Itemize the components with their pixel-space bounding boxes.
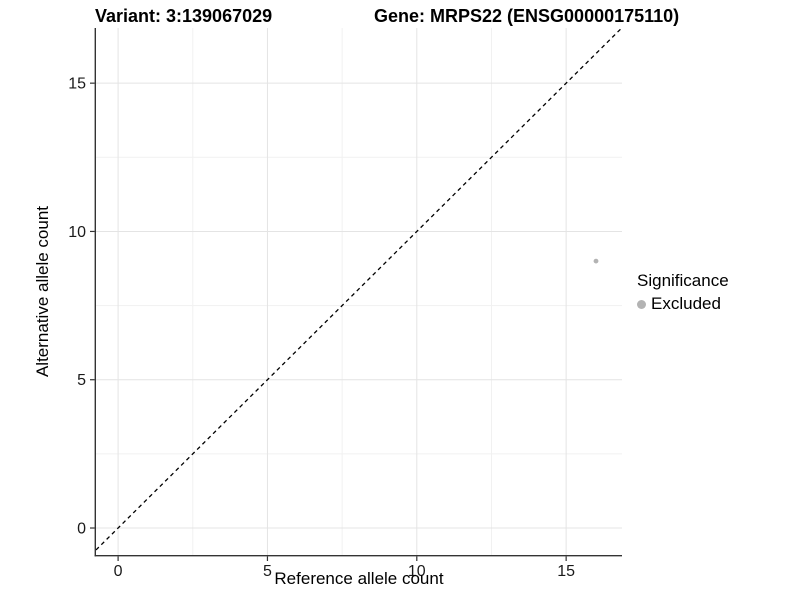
y-axis-title: Alternative allele count	[33, 205, 52, 378]
legend-item-excluded: Excluded	[637, 294, 729, 314]
y-tick-label: 5	[77, 372, 86, 389]
x-tick-label: 10	[408, 563, 426, 580]
data-point	[593, 258, 599, 264]
plot-title-gene: Gene: MRPS22 (ENSG00000175110)	[374, 6, 680, 26]
plot-title-variant: Variant: 3:139067029	[95, 6, 273, 26]
x-tick-label: 15	[557, 563, 575, 580]
identity-dashed-line	[95, 27, 623, 551]
legend: Significance Excluded	[637, 271, 729, 314]
y-tick-label: 0	[77, 521, 86, 538]
x-tick-label: 0	[114, 563, 123, 580]
legend-key-dot-icon	[637, 299, 646, 309]
y-tick-label: 15	[68, 76, 86, 93]
x-axis-title: Reference allele count	[274, 569, 444, 588]
legend-title: Significance	[637, 271, 729, 290]
x-tick-label: 5	[263, 563, 272, 580]
legend-item-label: Excluded	[651, 294, 721, 313]
y-tick-label: 10	[68, 224, 86, 241]
